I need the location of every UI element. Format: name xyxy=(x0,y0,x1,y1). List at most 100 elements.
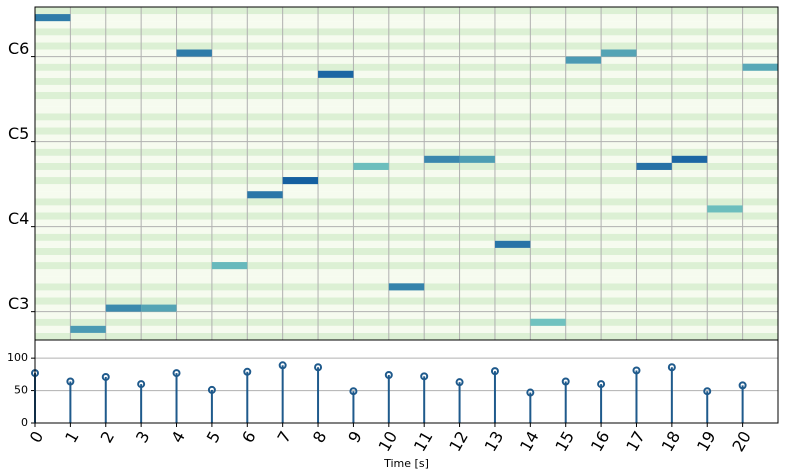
key-row xyxy=(35,113,778,121)
stem-marker xyxy=(278,361,287,370)
stem-marker xyxy=(66,377,75,386)
key-row xyxy=(35,134,778,142)
x-tick-label: 11 xyxy=(410,428,437,455)
note xyxy=(388,283,425,291)
key-row xyxy=(35,49,778,57)
key-row xyxy=(35,254,778,263)
x-tick-label: 8 xyxy=(309,428,331,446)
stem-marker xyxy=(172,369,181,378)
stem-marker xyxy=(349,387,358,396)
stem-marker xyxy=(526,388,535,397)
key-row xyxy=(35,155,778,163)
key-row xyxy=(35,177,778,185)
x-tick-label: 16 xyxy=(587,428,614,455)
note xyxy=(424,155,460,163)
key-row xyxy=(35,99,778,107)
stem-marker xyxy=(490,367,499,376)
key-row xyxy=(35,191,778,199)
x-tick-label: 20 xyxy=(728,428,755,455)
x-tick-label: 4 xyxy=(167,428,189,446)
key-row xyxy=(35,184,778,192)
key-row xyxy=(35,290,778,298)
stem-marker xyxy=(632,366,641,375)
y-tick-label: C5 xyxy=(8,124,29,143)
plot-frame xyxy=(34,339,779,424)
note xyxy=(176,49,212,57)
note xyxy=(459,155,495,163)
note xyxy=(70,325,106,333)
note xyxy=(530,318,566,326)
stem-marker xyxy=(314,363,323,372)
key-row xyxy=(35,70,778,78)
note xyxy=(671,155,708,163)
key-row xyxy=(35,198,778,206)
note xyxy=(141,304,177,312)
x-tick-label: 15 xyxy=(551,428,578,455)
stem-marker xyxy=(667,363,676,372)
note xyxy=(636,162,672,170)
x-tick-label: 12 xyxy=(445,428,472,455)
stem-marker xyxy=(738,381,747,390)
key-row xyxy=(35,262,778,270)
key-row xyxy=(35,226,778,234)
note xyxy=(601,49,637,57)
stem-marker xyxy=(207,385,216,394)
stem-marker xyxy=(597,380,606,389)
key-row xyxy=(35,56,778,64)
key-row xyxy=(35,84,778,93)
stem-marker xyxy=(455,378,464,387)
y-tick-label: C3 xyxy=(8,294,29,313)
note xyxy=(707,205,743,213)
key-row xyxy=(35,120,778,128)
note xyxy=(105,304,142,312)
note xyxy=(565,56,602,64)
key-row xyxy=(35,269,778,277)
stem-marker xyxy=(703,387,712,396)
y-tick-label: 100 xyxy=(7,351,28,364)
note xyxy=(211,262,248,270)
key-row xyxy=(35,77,778,85)
stem-marker xyxy=(561,377,570,386)
stem-marker xyxy=(101,372,110,381)
key-row xyxy=(35,233,778,241)
key-row xyxy=(35,169,778,178)
key-row xyxy=(35,297,778,305)
key-row xyxy=(35,92,778,100)
x-tick-label: 14 xyxy=(516,428,543,455)
note xyxy=(353,162,389,170)
y-tick-label: C4 xyxy=(8,209,29,228)
x-tick-label: 19 xyxy=(693,428,720,455)
x-tick-label: 13 xyxy=(481,428,508,455)
note xyxy=(35,14,71,22)
x-tick-label: 2 xyxy=(97,428,119,446)
x-tick-label: 7 xyxy=(273,428,295,446)
key-row xyxy=(35,240,778,248)
x-tick-label: 6 xyxy=(238,428,260,446)
key-row xyxy=(35,318,778,326)
key-row xyxy=(35,42,778,50)
x-tick-label: 5 xyxy=(203,428,225,446)
x-axis-title: Time [s] xyxy=(383,457,429,470)
x-tick-label: 18 xyxy=(658,428,685,455)
key-row xyxy=(35,7,778,15)
x-tick-label: 9 xyxy=(344,428,366,446)
key-row xyxy=(35,141,778,149)
key-row xyxy=(35,35,778,43)
note xyxy=(282,177,319,185)
stem-marker xyxy=(384,371,393,380)
key-row xyxy=(35,304,778,312)
key-row xyxy=(35,162,778,170)
key-row xyxy=(35,247,778,255)
note xyxy=(494,240,531,248)
key-row xyxy=(35,14,778,22)
x-tick-label: 0 xyxy=(26,428,48,446)
note xyxy=(318,70,354,78)
stem-marker xyxy=(137,380,146,389)
key-row xyxy=(35,311,778,319)
key-row xyxy=(35,205,778,213)
key-row xyxy=(35,127,778,135)
y-tick-label: 50 xyxy=(14,384,28,397)
note xyxy=(247,191,283,199)
x-tick-label: 1 xyxy=(61,428,83,446)
x-tick-label: 17 xyxy=(622,428,649,455)
